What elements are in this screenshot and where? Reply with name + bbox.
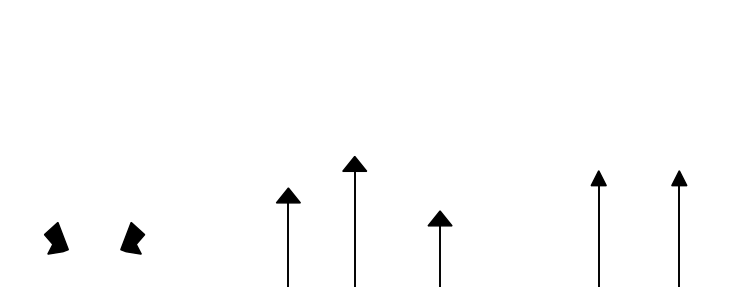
Polygon shape (121, 222, 144, 254)
Polygon shape (276, 188, 300, 203)
Polygon shape (343, 156, 367, 171)
Polygon shape (428, 211, 452, 226)
Polygon shape (44, 222, 68, 254)
Polygon shape (672, 171, 687, 186)
Polygon shape (591, 171, 606, 186)
